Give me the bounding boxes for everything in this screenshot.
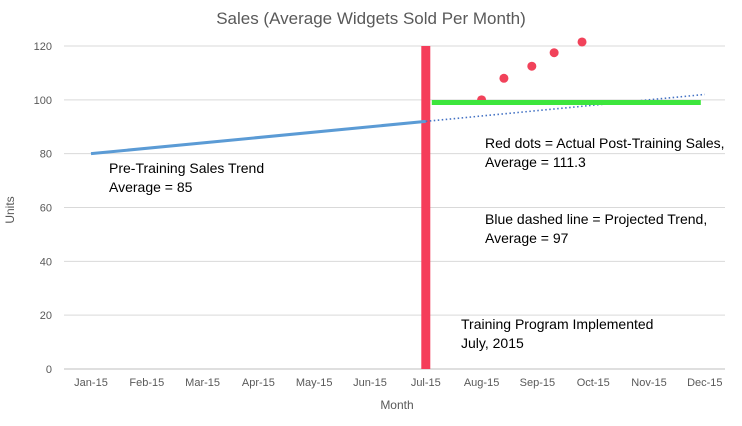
x-axis-ticks: Jan-15 Feb-15 Mar-15 Apr-15 May-15 Jun-15 Jul-… — [74, 377, 722, 389]
projected-trend-line — [425, 93, 705, 123]
actual-sales-point — [499, 73, 509, 83]
actual-sales-point — [549, 48, 559, 58]
chart-title: Sales (Average Widgets Sold Per Month) — [216, 9, 526, 28]
actual-sales-point — [577, 37, 587, 47]
annotation-training-program-line1: Training Program Implemented — [461, 316, 654, 332]
y-tick-label: 120 — [34, 41, 52, 53]
annotation-actual-sales: Red dots = Actual Post-Training Sales, A… — [485, 134, 725, 172]
x-tick-label: Dec-15 — [687, 377, 722, 389]
annotation-projected-trend-line1: Blue dashed line = Projected Trend, — [485, 211, 708, 227]
x-tick-label: Aug-15 — [464, 377, 499, 389]
y-tick-label: 40 — [40, 256, 52, 268]
x-tick-label: Mar-15 — [185, 377, 220, 389]
annotation-projected-trend: Blue dashed line = Projected Trend, Aver… — [485, 210, 707, 248]
x-tick-label: Nov-15 — [631, 377, 666, 389]
y-tick-label: 60 — [40, 203, 52, 215]
annotation-pre-training-line2: Average = 85 — [109, 179, 193, 195]
annotation-actual-sales-line1: Red dots = Actual Post-Training Sales, — [485, 135, 725, 151]
series-layer — [90, 37, 705, 369]
x-axis-label: Month — [380, 398, 413, 412]
x-tick-label: Sep-15 — [520, 377, 555, 389]
annotation-actual-sales-line2: Average = 111.3 — [485, 154, 586, 170]
annotation-projected-trend-line2: Average = 97 — [485, 230, 569, 246]
x-tick-label: Oct-15 — [577, 377, 610, 389]
gridlines — [64, 45, 725, 370]
x-tick-label: Feb-15 — [129, 377, 164, 389]
y-tick-label: 80 — [40, 149, 52, 161]
y-axis-label: Units — [3, 196, 17, 223]
x-tick-label: Jun-15 — [353, 377, 387, 389]
x-tick-label: Jan-15 — [74, 377, 108, 389]
y-axis-ticks: 0 20 40 60 80 100 120 — [34, 41, 52, 376]
annotation-pre-training-line1: Pre-Training Sales Trend — [109, 160, 265, 176]
pre-training-trend-line — [90, 119, 426, 156]
y-tick-label: 100 — [34, 95, 52, 107]
x-tick-label: Apr-15 — [242, 377, 275, 389]
x-tick-label: Jul-15 — [411, 377, 441, 389]
x-tick-label: May-15 — [296, 377, 333, 389]
y-tick-label: 0 — [46, 364, 52, 376]
annotation-pre-training: Pre-Training Sales Trend Average = 85 — [109, 159, 264, 197]
annotation-training-program: Training Program Implemented July, 2015 — [461, 315, 653, 353]
actual-sales-point — [527, 61, 537, 71]
annotation-training-program-line2: July, 2015 — [461, 335, 524, 351]
y-tick-label: 20 — [40, 310, 52, 322]
